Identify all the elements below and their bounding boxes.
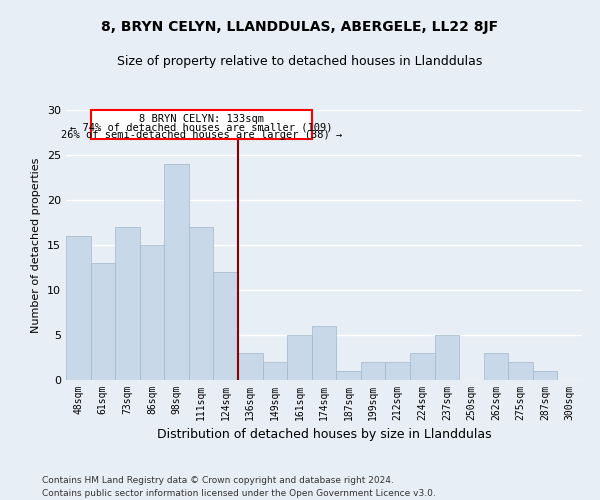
Text: 26% of semi-detached houses are larger (38) →: 26% of semi-detached houses are larger (… — [61, 130, 342, 140]
Bar — [140, 245, 164, 380]
X-axis label: Distribution of detached houses by size in Llanddulas: Distribution of detached houses by size … — [157, 428, 491, 442]
Bar — [164, 164, 189, 380]
Text: ← 74% of detached houses are smaller (109): ← 74% of detached houses are smaller (10… — [70, 122, 332, 132]
Text: 8, BRYN CELYN, LLANDDULAS, ABERGELE, LL22 8JF: 8, BRYN CELYN, LLANDDULAS, ABERGELE, LL2… — [101, 20, 499, 34]
Bar — [484, 353, 508, 380]
Bar — [410, 353, 434, 380]
Bar — [238, 353, 263, 380]
Bar — [263, 362, 287, 380]
Bar — [312, 326, 336, 380]
Bar — [533, 371, 557, 380]
Bar — [508, 362, 533, 380]
Bar — [214, 272, 238, 380]
Bar — [189, 227, 214, 380]
Bar — [115, 227, 140, 380]
Y-axis label: Number of detached properties: Number of detached properties — [31, 158, 41, 332]
Bar — [91, 263, 115, 380]
Bar — [361, 362, 385, 380]
Bar — [336, 371, 361, 380]
Text: Contains public sector information licensed under the Open Government Licence v3: Contains public sector information licen… — [42, 488, 436, 498]
Bar — [287, 335, 312, 380]
Bar — [385, 362, 410, 380]
Text: 8 BRYN CELYN: 133sqm: 8 BRYN CELYN: 133sqm — [139, 114, 263, 124]
Bar — [66, 236, 91, 380]
Text: Size of property relative to detached houses in Llanddulas: Size of property relative to detached ho… — [118, 55, 482, 68]
Text: Contains HM Land Registry data © Crown copyright and database right 2024.: Contains HM Land Registry data © Crown c… — [42, 476, 394, 485]
FancyBboxPatch shape — [91, 110, 312, 139]
Bar — [434, 335, 459, 380]
